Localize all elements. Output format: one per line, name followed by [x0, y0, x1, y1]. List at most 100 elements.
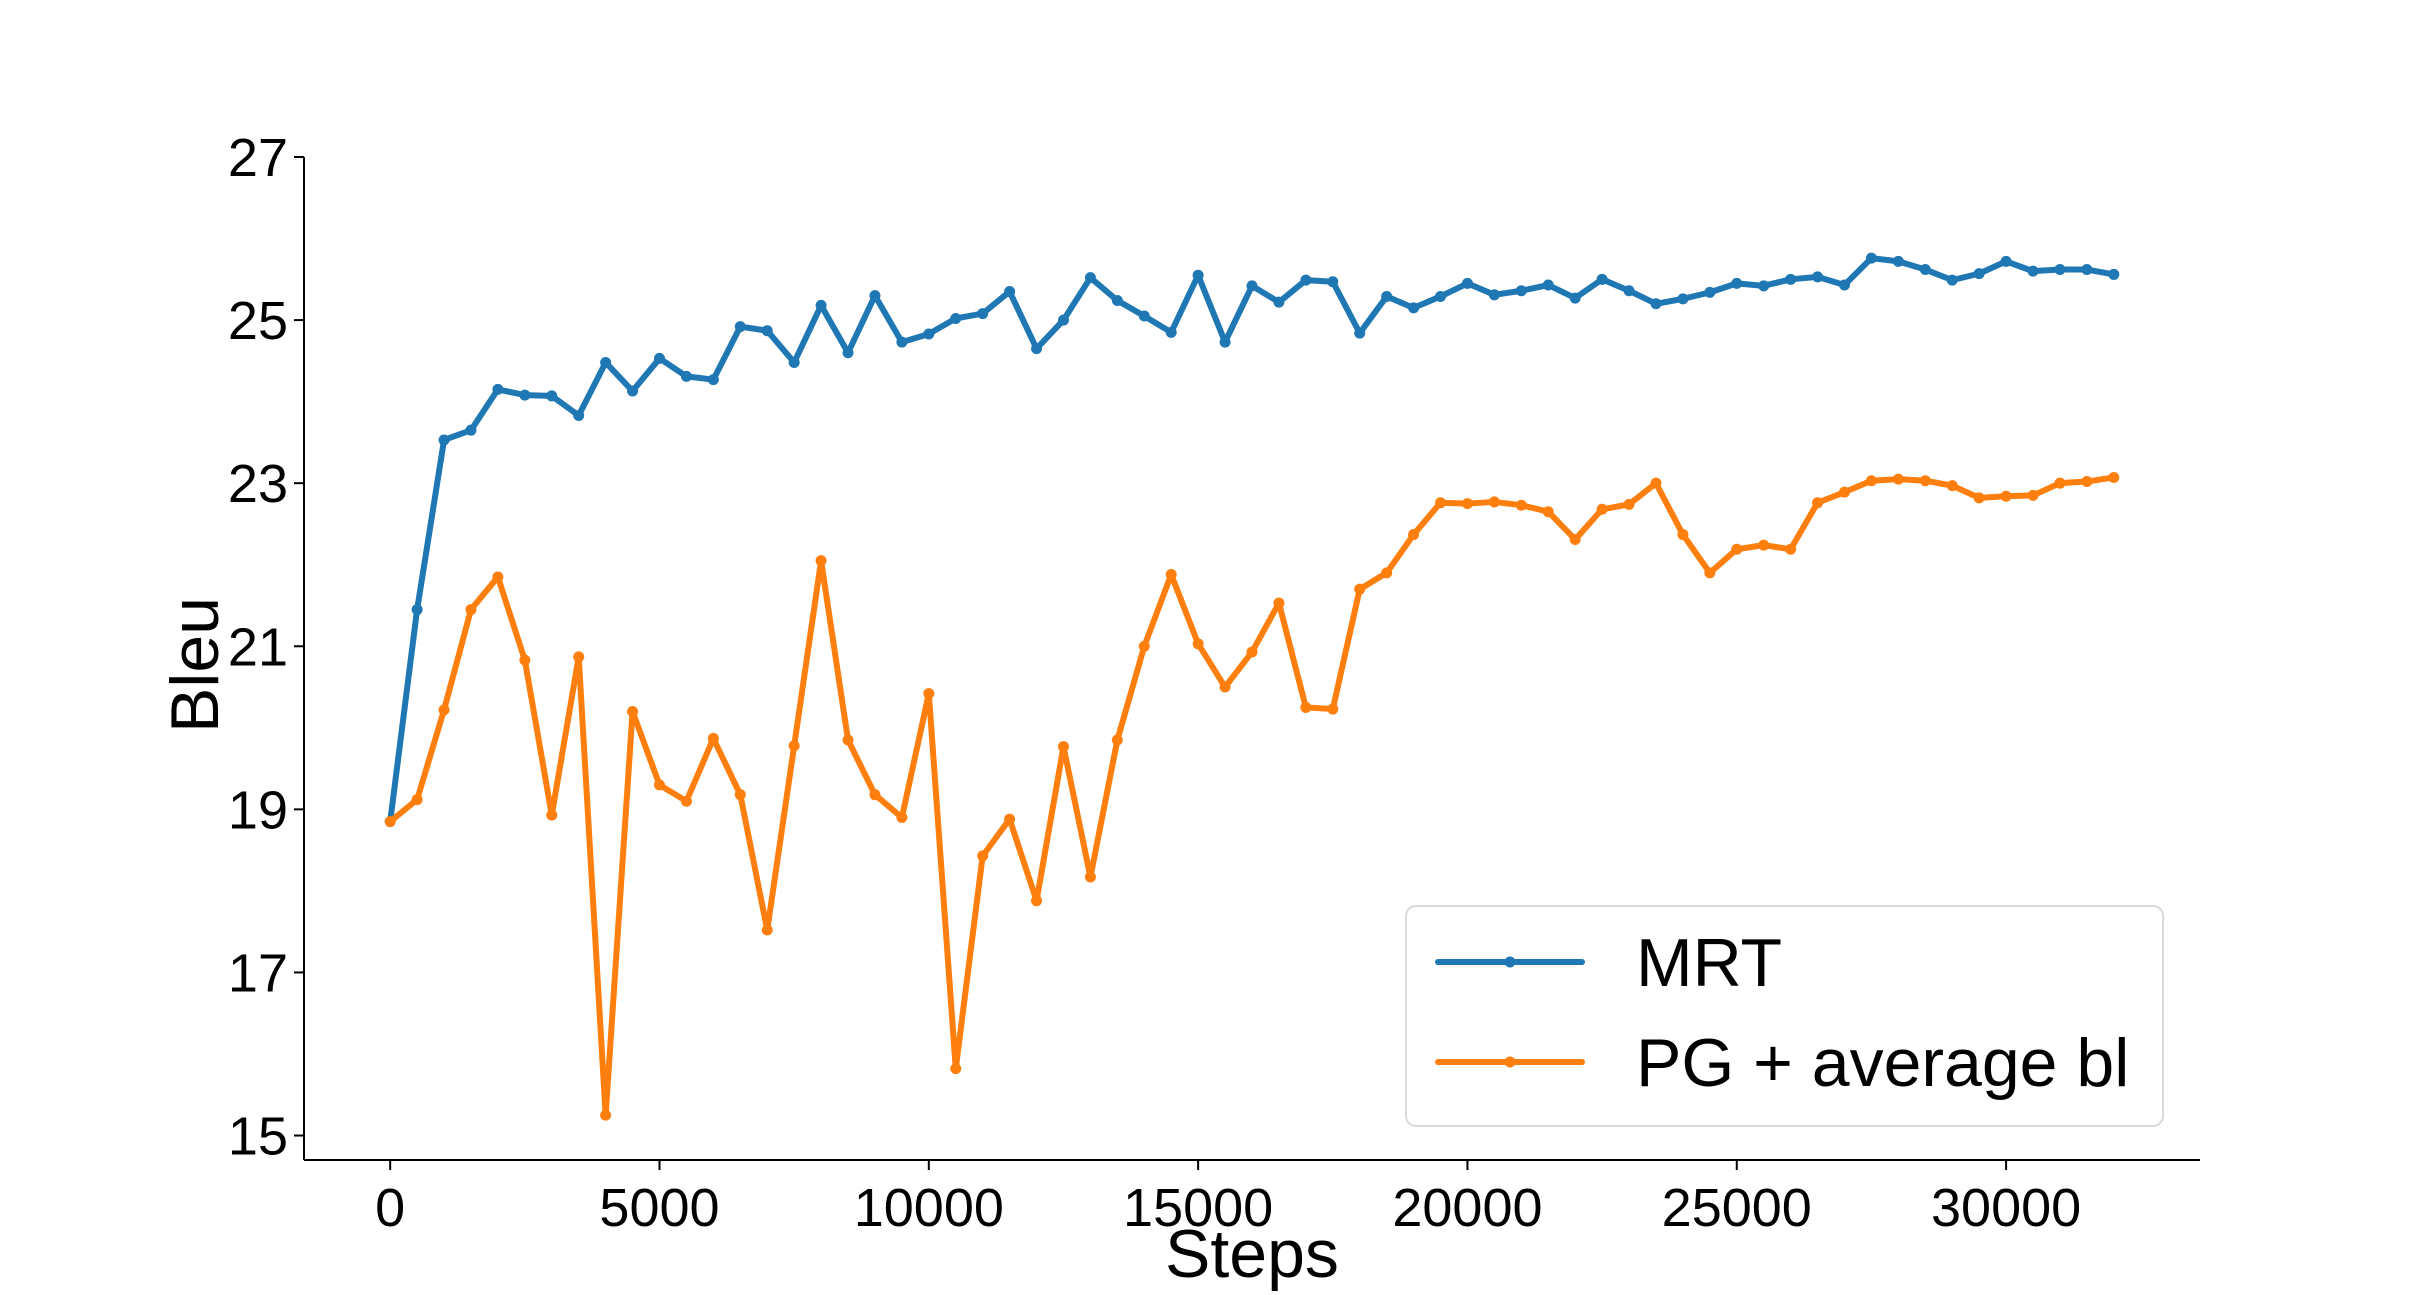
data-point — [2081, 264, 2093, 276]
data-point — [492, 383, 504, 395]
data-point — [1408, 302, 1420, 314]
data-point — [627, 706, 639, 718]
data-point — [1354, 327, 1366, 339]
legend: MRT PG + average bl — [1405, 905, 2164, 1127]
data-point — [1435, 497, 1447, 509]
data-point — [1785, 543, 1797, 555]
data-point — [654, 779, 665, 791]
data-point — [1219, 336, 1231, 348]
data-point — [896, 336, 908, 348]
data-point — [788, 740, 800, 752]
data-point — [1381, 567, 1393, 579]
data-point — [1623, 498, 1635, 510]
data-point — [842, 347, 854, 359]
data-point — [411, 604, 423, 616]
data-point — [1973, 492, 1985, 504]
y-axis-title: Bleu — [157, 597, 233, 733]
data-point — [1731, 543, 1743, 555]
data-point — [1381, 290, 1393, 302]
x-tick-label: 30000 — [1931, 1178, 2081, 1238]
data-point — [465, 424, 477, 436]
data-point — [492, 571, 504, 583]
data-point — [1354, 583, 1366, 595]
data-point — [923, 688, 935, 700]
data-point — [1192, 638, 1204, 650]
data-point — [1488, 496, 1500, 508]
legend-label: PG + average bl — [1636, 1025, 2129, 1101]
x-ticks: 0 5000 10000 15000 20000 25000 30000 — [375, 1160, 2081, 1238]
data-point — [1973, 268, 1985, 280]
data-point — [546, 809, 558, 821]
data-point — [1623, 285, 1635, 297]
data-point — [1812, 497, 1824, 509]
data-point — [1596, 273, 1608, 285]
data-point — [2054, 477, 2066, 489]
y-tick-label: 19 — [228, 780, 288, 840]
data-point — [1946, 480, 1958, 492]
data-point — [1246, 646, 1258, 658]
data-point — [546, 390, 558, 402]
data-point — [1111, 734, 1123, 746]
data-point — [923, 328, 935, 340]
data-point — [1138, 640, 1150, 652]
series-group — [384, 471, 2120, 1121]
data-point — [707, 374, 719, 386]
data-point — [1865, 475, 1877, 487]
data-point — [1542, 506, 1554, 518]
x-tick-label: 10000 — [854, 1178, 1004, 1238]
data-point — [1219, 681, 1231, 693]
data-point — [1138, 310, 1150, 322]
x-tick-label: 25000 — [1662, 1178, 1812, 1238]
data-point — [1569, 292, 1581, 304]
data-point — [1946, 274, 1958, 286]
legend-entries: MRT PG + average bl — [1435, 925, 2129, 1101]
data-point — [1812, 271, 1824, 283]
legend-box — [1405, 905, 2164, 1127]
data-point — [1758, 539, 1770, 551]
data-point — [1542, 279, 1554, 291]
data-point — [1596, 503, 1608, 515]
data-point — [519, 389, 531, 401]
data-point — [1650, 298, 1662, 310]
x-axis-title: Steps — [1165, 1216, 1339, 1292]
data-point — [896, 812, 908, 824]
data-point — [2000, 255, 2012, 267]
data-point — [2027, 489, 2039, 501]
data-point — [411, 794, 423, 806]
data-point — [977, 308, 989, 320]
data-point — [1919, 475, 1931, 487]
data-point — [1273, 296, 1285, 308]
data-point — [1839, 279, 1850, 291]
data-point — [869, 789, 881, 801]
data-point — [1300, 274, 1312, 286]
data-point — [1919, 264, 1931, 276]
data-point — [788, 356, 800, 368]
data-point — [1704, 567, 1716, 579]
data-point — [815, 555, 827, 567]
data-point — [600, 1109, 612, 1121]
data-point — [1892, 255, 1904, 267]
data-point — [1865, 252, 1877, 264]
data-point — [1031, 343, 1043, 355]
data-point — [1461, 277, 1473, 289]
data-point — [1327, 703, 1339, 715]
legend-marker — [1504, 956, 1516, 968]
data-point — [1192, 269, 1204, 281]
data-point — [977, 850, 989, 862]
data-point — [2027, 265, 2039, 277]
y-tick-label: 17 — [228, 943, 288, 1003]
x-tick-label: 0 — [375, 1178, 405, 1238]
data-point — [1246, 280, 1258, 292]
data-point — [438, 704, 450, 716]
legend-label: MRT — [1636, 925, 1782, 1001]
legend-marker — [1504, 1056, 1516, 1068]
data-point — [1892, 473, 1904, 485]
data-point — [2000, 490, 2012, 502]
data-point — [1031, 895, 1043, 907]
data-point — [1084, 272, 1096, 284]
data-point — [707, 732, 719, 744]
data-point — [950, 1063, 962, 1075]
data-point — [1677, 293, 1689, 305]
data-point — [573, 651, 585, 663]
